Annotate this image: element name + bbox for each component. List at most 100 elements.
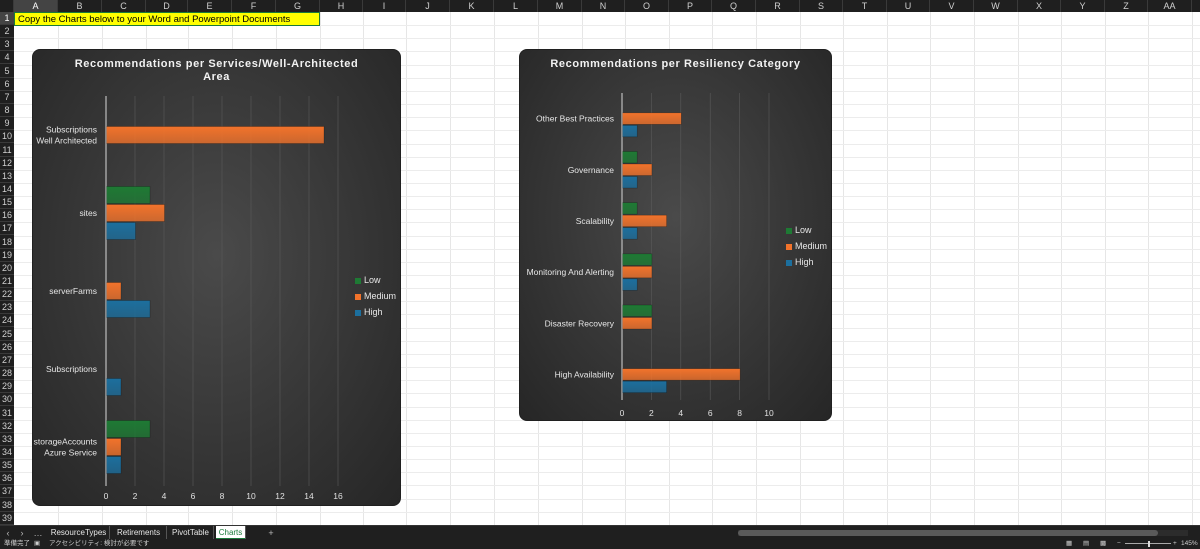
row-header-12[interactable]: 12: [0, 157, 14, 170]
column-header-f[interactable]: F: [232, 0, 276, 12]
column-header-d[interactable]: D: [146, 0, 188, 12]
row-header-11[interactable]: 11: [0, 144, 14, 157]
services-tick-label: 6: [191, 491, 196, 501]
row-header-24[interactable]: 24: [0, 315, 14, 328]
horizontal-scrollbar-thumb[interactable]: [738, 530, 1158, 536]
column-header-j[interactable]: J: [406, 0, 450, 12]
column-header-z[interactable]: Z: [1105, 0, 1148, 12]
column-header-k[interactable]: K: [450, 0, 494, 12]
column-header-y[interactable]: Y: [1061, 0, 1105, 12]
row-header-15[interactable]: 15: [0, 197, 14, 210]
row-header-20[interactable]: 20: [0, 262, 14, 275]
row-header-39[interactable]: 39: [0, 512, 14, 525]
resiliency-bar-high: [622, 278, 638, 291]
column-header-g[interactable]: G: [276, 0, 320, 12]
tab-scroll-right-icon[interactable]: ›: [20, 528, 24, 538]
column-header-aa[interactable]: AA: [1148, 0, 1192, 12]
normal-view-icon[interactable]: ▦: [1066, 540, 1073, 547]
tab-scroll-left-icon[interactable]: ‹: [6, 528, 10, 538]
horizontal-scrollbar[interactable]: [738, 530, 1188, 536]
tab-more-icon[interactable]: …: [33, 528, 43, 538]
resiliency-tick-label: 8: [737, 408, 742, 418]
row-header-10[interactable]: 10: [0, 131, 14, 144]
cell-a1[interactable]: Copy the Charts below to your Word and P…: [14, 12, 320, 26]
row-header-34[interactable]: 34: [0, 446, 14, 459]
column-header-q[interactable]: Q: [712, 0, 756, 12]
column-header-x[interactable]: X: [1018, 0, 1061, 12]
row-header-37[interactable]: 37: [0, 486, 14, 499]
row-header-6[interactable]: 6: [0, 78, 14, 91]
row-header-25[interactable]: 25: [0, 328, 14, 341]
tab-pivottable[interactable]: PivotTable: [168, 526, 214, 540]
row-header-23[interactable]: 23: [0, 302, 14, 315]
zoom-slider-knob[interactable]: [1148, 541, 1150, 547]
column-header-n[interactable]: N: [582, 0, 625, 12]
row-header-17[interactable]: 17: [0, 223, 14, 236]
services-tick-label: 16: [333, 491, 343, 501]
column-header-c[interactable]: C: [102, 0, 146, 12]
row-header-31[interactable]: 31: [0, 407, 14, 420]
column-header-i[interactable]: I: [363, 0, 406, 12]
column-header-a[interactable]: A: [14, 0, 58, 12]
page-break-view-icon[interactable]: ▩: [1100, 540, 1107, 547]
row-header-27[interactable]: 27: [0, 354, 14, 367]
services-legend-swatch: [355, 293, 361, 300]
row-header-16[interactable]: 16: [0, 210, 14, 223]
row-header-36[interactable]: 36: [0, 473, 14, 486]
row-header-5[interactable]: 5: [0, 65, 14, 78]
row-header-38[interactable]: 38: [0, 499, 14, 512]
row-header-33[interactable]: 33: [0, 433, 14, 446]
tab-charts[interactable]: Charts: [216, 526, 246, 540]
row-header-4[interactable]: 4: [0, 51, 14, 65]
zoom-level[interactable]: 145%: [1181, 540, 1198, 547]
column-header-t[interactable]: T: [843, 0, 887, 12]
column-header-v[interactable]: V: [930, 0, 974, 12]
row-header-14[interactable]: 14: [0, 183, 14, 196]
row-header-21[interactable]: 21: [0, 276, 14, 288]
macro-record-icon[interactable]: ▣: [34, 540, 41, 547]
services-chart[interactable]: Recommendations per Services/Well-Archit…: [32, 49, 401, 506]
row-header-35[interactable]: 35: [0, 460, 14, 473]
select-all-corner[interactable]: [0, 0, 14, 12]
column-header-b[interactable]: B: [58, 0, 102, 12]
column-header-u[interactable]: U: [887, 0, 930, 12]
row-header-8[interactable]: 8: [0, 104, 14, 118]
resiliency-chart-legend: Low Medium High: [786, 222, 827, 270]
services-category-label-line: serverFarms: [49, 286, 97, 296]
row-header-3[interactable]: 3: [0, 38, 14, 52]
row-header-29[interactable]: 29: [0, 381, 14, 394]
row-header-1[interactable]: 1: [0, 12, 14, 25]
services-bar-low: [106, 186, 151, 204]
row-header-2[interactable]: 2: [0, 25, 14, 39]
column-header-w[interactable]: W: [974, 0, 1018, 12]
column-header-e[interactable]: E: [188, 0, 232, 12]
page-layout-view-icon[interactable]: ▤: [1083, 540, 1090, 547]
accessibility-status[interactable]: アクセシビリティ: 検討が必要です: [49, 540, 150, 547]
row-header-9[interactable]: 9: [0, 117, 14, 131]
row-header-22[interactable]: 22: [0, 289, 14, 302]
column-header-m[interactable]: M: [538, 0, 582, 12]
row-header-28[interactable]: 28: [0, 368, 14, 381]
zoom-in-button[interactable]: +: [1173, 540, 1177, 547]
services-category-label-line: Azure Service: [44, 448, 97, 458]
column-header-l[interactable]: L: [494, 0, 538, 12]
row-header-32[interactable]: 32: [0, 420, 14, 433]
row-header-18[interactable]: 18: [0, 236, 14, 249]
row-header-19[interactable]: 19: [0, 249, 14, 262]
row-header-30[interactable]: 30: [0, 394, 14, 407]
resiliency-chart[interactable]: Recommendations per Resiliency Category …: [519, 49, 832, 421]
row-header-26[interactable]: 26: [0, 341, 14, 354]
zoom-out-button[interactable]: −: [1117, 540, 1121, 547]
add-sheet-button[interactable]: +: [268, 528, 274, 538]
column-header-s[interactable]: S: [800, 0, 843, 12]
resiliency-legend-label: Low: [795, 225, 812, 235]
column-header-o[interactable]: O: [625, 0, 669, 12]
column-header-p[interactable]: P: [669, 0, 712, 12]
column-header-h[interactable]: H: [320, 0, 363, 12]
tab-resourcetypes[interactable]: ResourceTypes: [48, 526, 110, 540]
tab-retirements[interactable]: Retirements: [111, 526, 167, 540]
grid-row-line: [14, 25, 1200, 27]
row-header-13[interactable]: 13: [0, 170, 14, 183]
column-header-r[interactable]: R: [756, 0, 800, 12]
row-header-7[interactable]: 7: [0, 91, 14, 104]
